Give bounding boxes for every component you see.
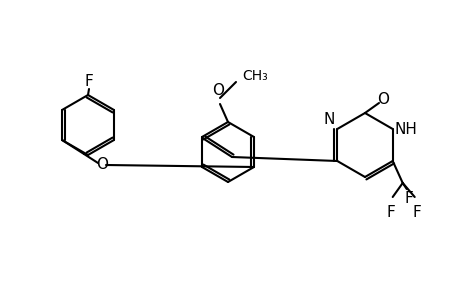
Text: NH: NH [394, 122, 417, 136]
Text: CH₃: CH₃ [241, 69, 267, 83]
Text: F: F [412, 205, 420, 220]
Text: O: O [376, 92, 388, 106]
Text: O: O [96, 157, 108, 172]
Text: N: N [323, 112, 335, 127]
Text: O: O [212, 82, 224, 98]
Text: F: F [404, 191, 413, 206]
Text: F: F [84, 74, 93, 89]
Text: F: F [386, 205, 395, 220]
